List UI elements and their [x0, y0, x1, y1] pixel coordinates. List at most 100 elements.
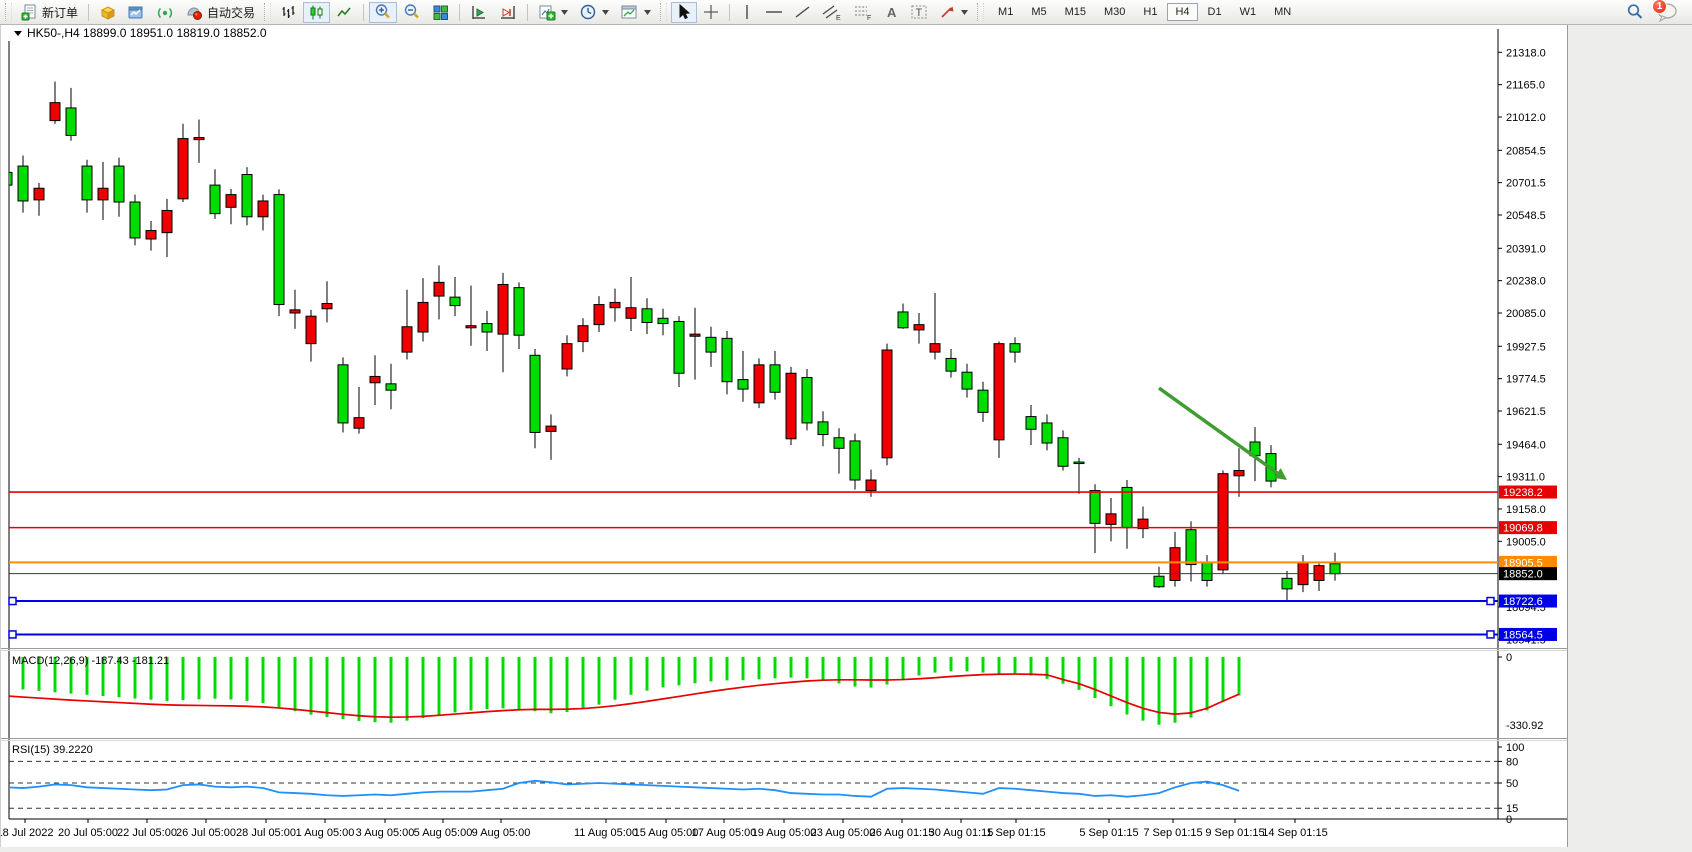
rsi-axis-50: 50 [1506, 778, 1518, 790]
candle [1201, 561, 1213, 581]
candle [721, 337, 733, 383]
toolbar-right: 1 [1626, 0, 1678, 23]
symbol-dropdown-icon[interactable] [14, 31, 22, 36]
chart-shift-button[interactable] [465, 2, 493, 23]
templates-icon [621, 5, 637, 18]
price-tick-label: 20854.5 [1506, 145, 1546, 157]
candlestick-chart-button[interactable] [303, 1, 331, 23]
bar-chart-button[interactable] [275, 2, 302, 23]
candle [289, 309, 301, 314]
timeframe-D1[interactable]: D1 [1200, 3, 1230, 21]
candle [769, 364, 781, 393]
auto-trading-icon [187, 6, 203, 20]
candle [1121, 486, 1133, 529]
chart-window: HK50-,H4 18899.0 18951.0 18819.0 18852.0… [0, 25, 1568, 847]
templates-button[interactable] [615, 2, 656, 23]
timeframe-M15[interactable]: M15 [1057, 3, 1094, 21]
periods-button[interactable] [574, 2, 614, 23]
svg-text:A: A [887, 5, 897, 20]
price-tag-18564.5: 18564.5 [1499, 627, 1557, 641]
candle [273, 194, 285, 306]
svg-text:19238.2: 19238.2 [1503, 487, 1543, 499]
search-icon[interactable] [1626, 3, 1644, 21]
date-tick-label: 18 Jul 2022 [1, 827, 53, 839]
trend-arrow-annotation[interactable] [1157, 386, 1287, 481]
candle [1169, 547, 1181, 581]
text-icon: A [887, 5, 897, 20]
chart-title-quote: HK50-,H4 18899.0 18951.0 18819.0 18852.0 [27, 26, 267, 40]
channel-button[interactable]: E [817, 2, 847, 23]
new-order-label: 新订单 [42, 5, 79, 20]
fibonacci-button[interactable]: F [848, 2, 878, 23]
time-axis[interactable]: 18 Jul 2022 20 Jul 05:00 22 Jul 05:00 26 Ju… [0, 819, 1328, 839]
toolbar-grip [660, 3, 668, 21]
line-handle[interactable] [8, 630, 17, 639]
new-chart-button[interactable] [94, 2, 121, 23]
candle [449, 296, 461, 307]
line-chart-button[interactable] [331, 2, 358, 23]
price-tag-18905.5: 18905.5 [1499, 555, 1557, 569]
candle [609, 301, 621, 309]
horizontal-line-button[interactable] [760, 2, 788, 23]
auto-trading-button[interactable]: 自动交易 [180, 2, 260, 23]
crosshair-button[interactable] [698, 2, 724, 23]
candle [977, 389, 989, 413]
date-tick-label: 26 Aug 01:15 [870, 827, 935, 839]
line-handle[interactable] [8, 596, 17, 606]
timeframe-H4[interactable]: H4 [1167, 3, 1198, 21]
candle [1153, 575, 1165, 588]
date-tick-label: 19 Aug 05:00 [752, 827, 817, 839]
tile-windows-button[interactable] [427, 2, 454, 23]
notification-badge: 1 [1652, 0, 1667, 14]
line-handle[interactable] [1486, 630, 1495, 639]
main-toolbar: 新订单 自动交易 [0, 0, 1692, 25]
zoom-in-button[interactable] [369, 1, 398, 23]
text-label-button[interactable]: T [905, 2, 933, 23]
text-button[interactable]: A [879, 2, 904, 23]
rsi-line [9, 779, 1240, 798]
price-tag-18852.0: 18852.0 [1499, 567, 1557, 581]
price-tick-label: 20701.5 [1506, 178, 1546, 190]
price-chart[interactable]: HK50-,H4 18899.0 18951.0 18819.0 18852.0… [0, 25, 1567, 847]
timeframe-M30[interactable]: M30 [1096, 3, 1133, 21]
profiles-button[interactable] [122, 2, 150, 23]
auto-scroll-button[interactable] [494, 2, 522, 23]
timeframe-MN[interactable]: MN [1266, 3, 1299, 21]
tile-windows-icon [433, 5, 449, 20]
arrows-button[interactable] [934, 2, 973, 23]
timeframe-toolbar: M1 M5 M15 M30 H1 H4 D1 W1 MN [990, 3, 1299, 21]
chat-button[interactable]: 1 [1652, 0, 1678, 23]
date-tick-label: 5 Sep 01:15 [1079, 827, 1138, 839]
price-tick-label: 19464.0 [1506, 439, 1546, 451]
macd-label: MACD(12,26,9) -187.43 -181.21 [12, 655, 169, 667]
separator [459, 3, 461, 21]
svg-text:18564.5: 18564.5 [1503, 629, 1543, 641]
date-tick-label: 9 Aug 05:00 [472, 827, 531, 839]
timeframe-M1[interactable]: M1 [990, 3, 1021, 21]
trendline-button[interactable] [789, 2, 816, 23]
separator [363, 3, 365, 21]
separator [88, 3, 90, 21]
timeframe-H1[interactable]: H1 [1135, 3, 1165, 21]
macd-signal-line [9, 673, 1240, 719]
vertical-line-icon [746, 5, 748, 19]
macd-axis-zero: 0 [1506, 652, 1512, 664]
candle [1281, 577, 1293, 590]
indicators-button[interactable] [533, 2, 573, 23]
candle [1329, 563, 1341, 575]
candle [161, 209, 173, 234]
cursor-button[interactable] [671, 1, 698, 23]
vertical-line-button[interactable] [735, 2, 759, 23]
signals-button[interactable] [151, 2, 179, 23]
new-order-button[interactable]: 新订单 [16, 2, 83, 23]
timeframe-M5[interactable]: M5 [1023, 3, 1054, 21]
date-tick-label: 11 Aug 05:00 [574, 827, 638, 839]
timeframe-W1[interactable]: W1 [1232, 3, 1265, 21]
line-handle[interactable] [1486, 596, 1495, 606]
candle [1009, 343, 1021, 353]
candle [129, 201, 141, 239]
zoom-out-button[interactable] [398, 2, 426, 23]
chevron-down-icon [961, 9, 969, 15]
candle [817, 421, 829, 436]
new-chart-icon [100, 5, 116, 20]
